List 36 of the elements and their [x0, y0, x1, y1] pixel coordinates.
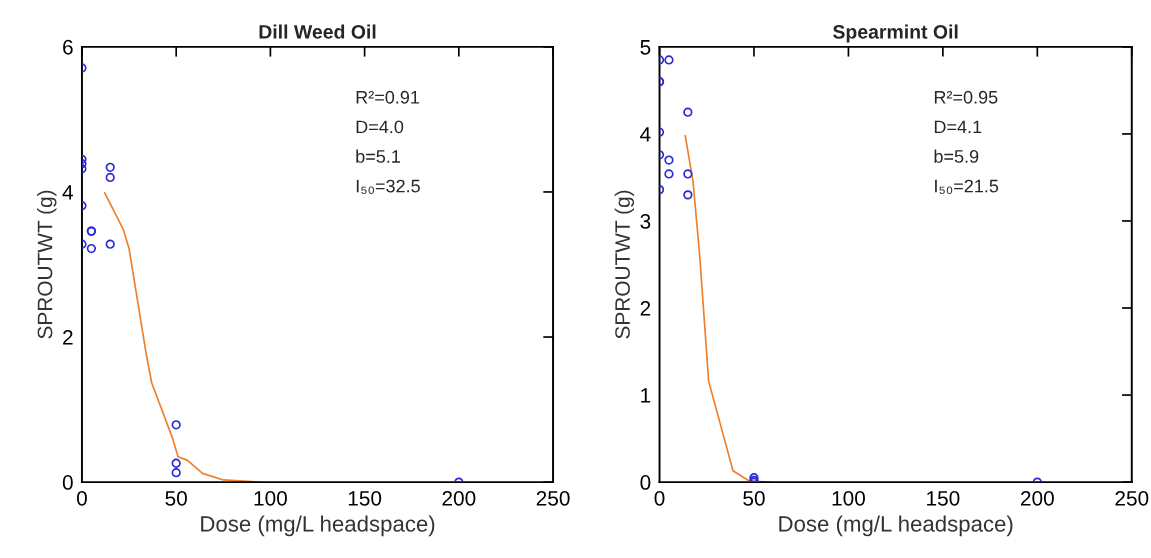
y-tick-label: 6 — [63, 39, 73, 55]
x-tick-label: 150 — [348, 491, 382, 506]
y-tick-label: 0 — [62, 475, 73, 490]
annotation: I₅₀=32.5 — [356, 179, 420, 194]
y-tick-label: 0 — [640, 475, 651, 490]
x-axis-title: Dose (mg/L headspace) — [201, 515, 435, 537]
annotation: D=4.1 — [934, 120, 982, 134]
x-tick-label: 200 — [1021, 491, 1054, 506]
x-tick-label: 150 — [927, 491, 960, 506]
x-tick-label: 50 — [165, 491, 187, 506]
chart-title: Dill Weed Oil — [259, 24, 376, 39]
y-tick-label: 5 — [640, 40, 651, 55]
y-tick-label: 4 — [62, 185, 74, 200]
chart-title: Spearmint Oil — [833, 24, 958, 43]
annotation: I₅₀=21.5 — [935, 179, 999, 194]
y-axis-title: SPROUTWT (g) — [614, 190, 635, 339]
annotation: b=5.9 — [934, 149, 979, 163]
x-tick-label: 250 — [536, 491, 570, 506]
y-tick-label: 4 — [640, 127, 651, 142]
x-tick-label: 200 — [442, 491, 476, 506]
x-tick-label: 0 — [654, 491, 665, 506]
x-tick-label: 50 — [743, 491, 765, 506]
x-tick-label: 100 — [832, 491, 865, 506]
y-axis-title: SPROUTWT (g) — [37, 190, 57, 339]
annotation: D=4.0 — [356, 120, 404, 134]
y-tick-label: 2 — [63, 330, 73, 345]
y-tick-label: 3 — [640, 213, 651, 229]
y-tick-label: 2 — [640, 301, 651, 316]
y-tick-label: 1 — [641, 388, 651, 403]
annotation: b=5.1 — [356, 149, 400, 163]
annotation: R²=0.91 — [356, 90, 420, 104]
x-axis-title: Dose (mg/L headspace) — [779, 515, 1013, 537]
x-tick-label: 250 — [1115, 491, 1149, 506]
x-tick-label: 100 — [254, 491, 287, 506]
annotation: R²=0.95 — [934, 90, 998, 104]
x-tick-label: 0 — [76, 491, 87, 506]
